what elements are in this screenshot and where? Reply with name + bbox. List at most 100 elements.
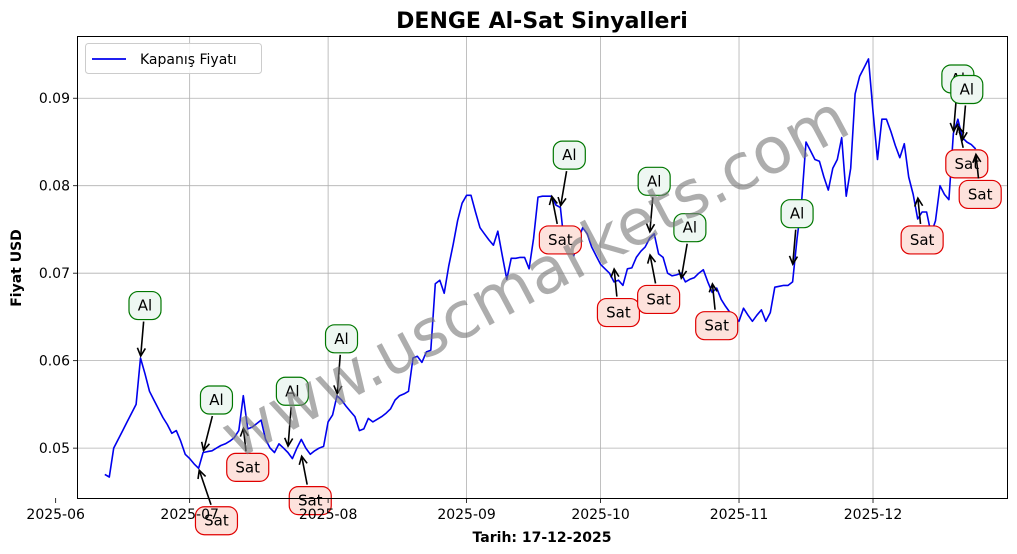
signal-sat: Sat — [695, 282, 739, 341]
signal-al: Al — [324, 324, 359, 396]
signal-arrow-head — [949, 122, 959, 134]
signal-sat: Sat — [958, 152, 1002, 210]
signal-arrow — [287, 407, 292, 447]
signal-arrow — [917, 198, 922, 225]
signal-sat: Sat — [194, 468, 239, 536]
x-axis-ticks: 2025-06 2025-07 2025-08 2025-09 2025-10 2025-… — [26, 498, 902, 523]
signal-arrow — [336, 354, 342, 394]
signal-al: Al — [780, 199, 814, 266]
signal-arrow — [559, 170, 568, 206]
signal-label-box — [780, 199, 814, 229]
x-tick-label: 2025-06 — [26, 507, 85, 523]
signal-label-box — [552, 140, 586, 170]
signal-label-text: Al — [647, 172, 661, 190]
signal-arrow-head — [136, 347, 147, 358]
signal-arrow — [791, 229, 797, 265]
signal-arrow-head — [788, 255, 799, 266]
signal-arrow-head — [646, 253, 657, 264]
signal-label-box — [596, 297, 641, 328]
x-tick-label: 2025-11 — [710, 507, 769, 523]
legend: Kapanış Fiyatı — [85, 43, 262, 74]
signal-arrow-head — [197, 468, 207, 480]
signal-arrow — [242, 428, 247, 452]
signal-sat: Sat — [900, 196, 944, 255]
signal-arrow-head — [557, 196, 567, 208]
y-tick-label: 0.07 — [39, 266, 70, 282]
x-tick-label: 2025-12 — [844, 507, 903, 523]
signal-label-box — [226, 452, 270, 482]
signal-arrow-head — [972, 152, 982, 164]
signal-label-text: Sat — [704, 317, 729, 335]
signal-al: Al — [950, 74, 984, 142]
signal-arrow — [551, 196, 559, 225]
signal-al: Al — [637, 166, 671, 234]
signal-label-text: Sat — [235, 458, 260, 476]
y-tick-label: 0.09 — [39, 91, 70, 107]
signal-label-text: Al — [683, 219, 697, 237]
signal-label-box — [695, 311, 739, 341]
signal-label-box — [950, 74, 984, 105]
x-tick-label: 2025-10 — [571, 507, 630, 523]
signal-arrow — [613, 268, 618, 297]
signal-label-box — [538, 225, 582, 255]
signal-label-box — [288, 486, 332, 516]
signal-label-box — [128, 290, 162, 321]
signal-arrow-head — [283, 437, 294, 448]
signal-arrow-head — [333, 385, 343, 396]
signal-arrow — [961, 105, 967, 141]
signal-arrow — [711, 283, 716, 310]
signal-arrow — [957, 126, 964, 149]
signal-arrow-head — [677, 269, 688, 280]
y-axis-ticks: 0.05 0.06 0.07 0.08 0.09 — [39, 91, 78, 457]
signal-arrow-head — [645, 223, 656, 234]
signal-al: Al — [673, 213, 707, 280]
signal-label-box — [958, 179, 1002, 210]
signal-al: Al — [552, 140, 586, 208]
signal-arrow — [300, 456, 308, 485]
price-line — [104, 58, 977, 478]
signal-sat: Sat — [226, 426, 270, 482]
signal-label-box — [324, 324, 359, 354]
signal-label-box — [637, 284, 681, 315]
signal-al: Al — [275, 376, 309, 448]
signal-label-text: Al — [138, 297, 152, 315]
signal-arrow — [680, 243, 688, 279]
signal-arrow — [139, 321, 145, 357]
signal-arrow — [975, 154, 980, 179]
signal-label-text: Al — [960, 80, 974, 98]
signal-label-box — [275, 376, 309, 406]
signal-al: Al — [128, 290, 162, 358]
y-axis-label: Fiyat USD — [9, 229, 25, 307]
signal-label-box — [194, 506, 239, 536]
y-tick-label: 0.08 — [39, 179, 70, 195]
chart-title: DENGE Al-Sat Sinyalleri — [396, 9, 688, 34]
signal-al: Al — [199, 385, 234, 453]
signal-label-box — [673, 213, 707, 243]
signal-sat: Sat — [637, 253, 681, 315]
price-line-layer — [104, 58, 977, 478]
signal-label-box — [199, 385, 234, 415]
signal-label-text: Al — [562, 146, 576, 164]
signal-arrow-head — [239, 426, 249, 437]
signal-label-text: Sat — [910, 231, 935, 249]
grid-lines — [78, 37, 1007, 498]
signal-label-text: Sat — [606, 304, 631, 322]
signal-label-text: Sat — [298, 492, 323, 510]
signal-sat: Sat — [596, 267, 641, 328]
signal-label-box — [900, 225, 944, 255]
signal-sat: Sat — [538, 194, 582, 255]
plot-frame — [77, 36, 1008, 499]
signal-arrow — [202, 415, 214, 451]
signal-label-box — [637, 166, 671, 196]
signal-sat: Sat — [288, 454, 332, 516]
signal-label-text: Sat — [954, 155, 979, 173]
legend-box — [85, 43, 262, 74]
x-tick-label: 2025-09 — [437, 507, 496, 523]
signal-arrow — [649, 254, 657, 284]
signal-annotations: Al Al Sat Sat Al Sat Al Sat Al Sat Al Sat Al Sat Al Sat… — [128, 64, 1002, 536]
signal-arrow-head — [548, 194, 558, 206]
signal-arrow-head — [298, 454, 308, 466]
signal-label-text: Sat — [548, 231, 573, 249]
